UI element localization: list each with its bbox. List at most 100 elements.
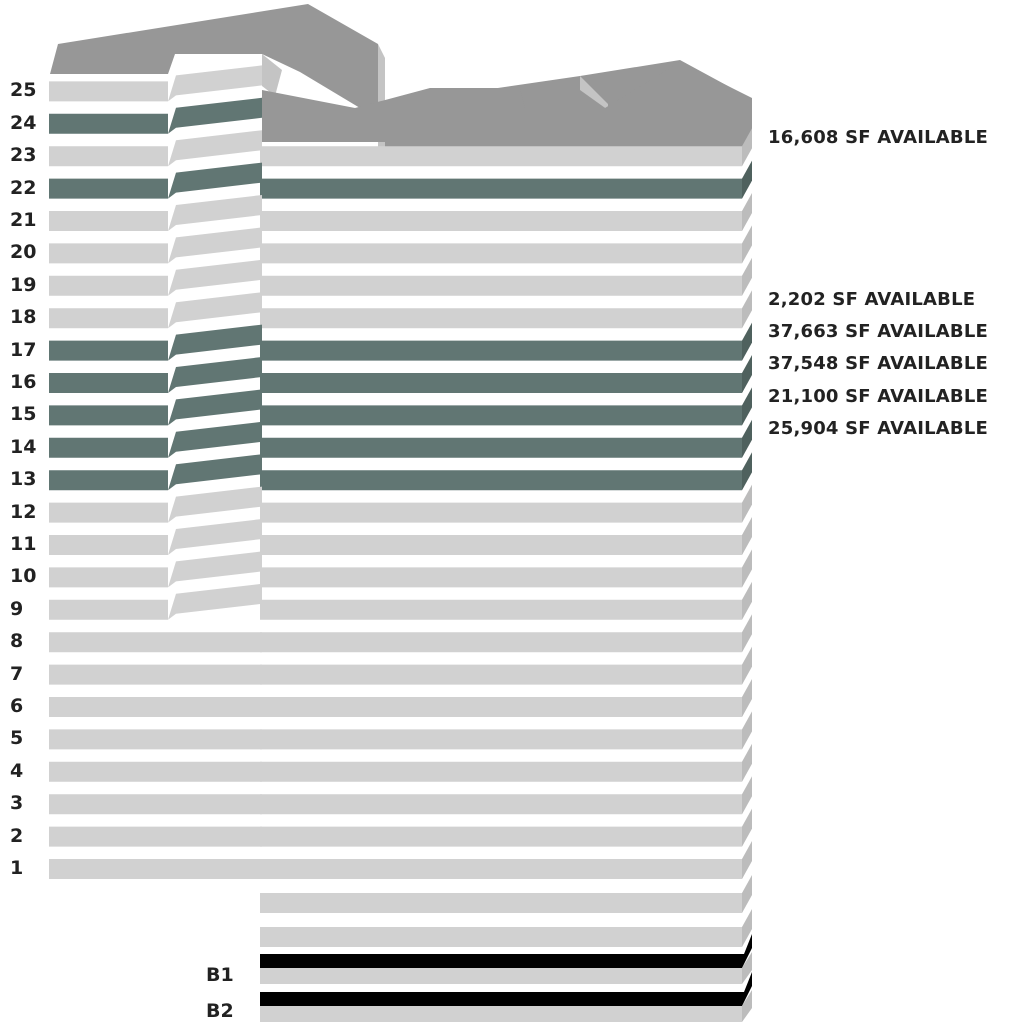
floor-3-main-side [742, 776, 752, 815]
floor-17-main-side [742, 322, 752, 361]
floor-13-main-side [742, 452, 752, 491]
floor-label-12: 12 [10, 500, 37, 523]
availability-label-floor-17: 2,202 SF AVAILABLE [768, 288, 976, 310]
floor-14-wing-slab [49, 437, 168, 458]
roof-main [262, 62, 752, 142]
roof-notch-side [262, 54, 282, 96]
floor-19-wing-slab [49, 275, 168, 296]
roof-notch-right [580, 76, 608, 110]
floor-20-connector [168, 227, 262, 264]
floor-8-main-side [742, 614, 752, 653]
lower-level-2-side [742, 909, 752, 947]
floor-2-main-side [742, 808, 752, 847]
floor-21-main-side [742, 193, 752, 231]
availability-label-floor-16: 37,663 SF AVAILABLE [768, 321, 988, 342]
floor-6-main-slab [260, 697, 742, 717]
floor-23-main-slab [260, 146, 742, 167]
floor-22-wing-slab [49, 178, 168, 199]
floor-label-23: 23 [10, 144, 37, 167]
floor-15-main-slab [260, 405, 742, 426]
floor-12-wing-slab [49, 502, 168, 523]
floor-17-main-slab [260, 340, 742, 361]
floor-19-main-side [742, 257, 752, 296]
floor-11-main-side [742, 517, 752, 555]
floor-24-wing-slab [49, 113, 168, 134]
floor-label-14: 14 [10, 435, 37, 458]
floor-label-16: 16 [10, 371, 37, 393]
floor-25-wing-slab [49, 81, 168, 102]
floor-label-8: 8 [10, 630, 24, 653]
floor-label-3: 3 [10, 792, 24, 815]
availability-label-floor-14: 21,100 SF AVAILABLE [768, 385, 988, 407]
floor-1-main-side [742, 841, 752, 879]
floor-label-21: 21 [10, 209, 37, 231]
floor-2-podium-slab [49, 826, 262, 847]
floor-18-wing-slab [49, 308, 168, 329]
floor-2-main-slab [260, 826, 742, 847]
basement-B2-slab [260, 1006, 742, 1022]
floor-20-main-slab [260, 243, 742, 264]
floor-4-main-slab [260, 761, 742, 782]
floor-5-podium-slab [49, 729, 262, 750]
floor-15-main-side [742, 387, 752, 426]
floor-5-main-slab [260, 729, 742, 750]
basement-label-B1: B1 [206, 964, 234, 986]
floor-label-22: 22 [10, 176, 37, 199]
floor-10-main-slab [260, 567, 742, 588]
floor-label-19: 19 [10, 273, 37, 296]
floor-16-main-side [742, 355, 752, 393]
floor-12-main-slab [260, 502, 742, 523]
floor-18-main-side [742, 290, 752, 329]
floor-13-main-slab [260, 470, 742, 491]
floor-9-connector [168, 583, 262, 620]
floor-8-podium-slab [49, 632, 262, 653]
floor-22-main-slab [260, 178, 742, 199]
floor-15-connector [168, 389, 262, 426]
floor-16-connector [168, 357, 262, 393]
floor-6-podium-slab [49, 697, 262, 717]
basement-B1-side [742, 952, 752, 984]
floor-21-wing-slab [49, 211, 168, 231]
floor-25-connector [168, 65, 262, 102]
floor-11-connector [168, 519, 262, 555]
floor-label-9: 9 [10, 597, 24, 620]
floor-10-main-side [742, 549, 752, 588]
floor-label-13: 13 [10, 468, 37, 491]
floor-13-wing-slab [49, 470, 168, 491]
floor-21-connector [168, 195, 262, 231]
lower-level-1-side [742, 875, 752, 913]
floor-21-main-slab [260, 211, 742, 231]
floor-3-podium-slab [49, 794, 262, 815]
floor-10-connector [168, 551, 262, 588]
floor-15-wing-slab [49, 405, 168, 426]
floor-1-podium-slab [49, 859, 262, 879]
floor-14-main-side [742, 419, 752, 458]
lower-level-2-slab [260, 927, 742, 947]
availability-label-floor-13: 25,904 SF AVAILABLE [768, 418, 988, 440]
floor-label-25: 25 [10, 79, 37, 102]
floor-12-main-side [742, 484, 752, 523]
floor-20-wing-slab [49, 243, 168, 264]
floor-24-connector [168, 97, 262, 134]
floor-7-main-side [742, 646, 752, 685]
floor-9-main-slab [260, 599, 742, 620]
floor-22-connector [168, 162, 262, 199]
floor-23-wing-slab [49, 146, 168, 167]
floor-7-main-slab [260, 664, 742, 685]
floor-label-15: 15 [10, 403, 37, 426]
floor-label-2: 2 [10, 824, 24, 847]
floor-18-main-slab [260, 308, 742, 329]
floor-3-main-slab [260, 794, 742, 815]
availability-label-floor-15: 37,548 SF AVAILABLE [768, 353, 988, 375]
floor-label-24: 24 [10, 111, 37, 134]
floor-label-20: 20 [10, 241, 37, 264]
floor-23-main-side [742, 128, 752, 167]
basement-B1-slab [260, 968, 742, 984]
floor-label-18: 18 [10, 306, 37, 329]
floor-17-wing-slab [49, 340, 168, 361]
floor-11-main-slab [260, 535, 742, 555]
floor-19-main-slab [260, 275, 742, 296]
floor-13-connector [168, 454, 262, 491]
basement-B2-side [742, 990, 752, 1022]
